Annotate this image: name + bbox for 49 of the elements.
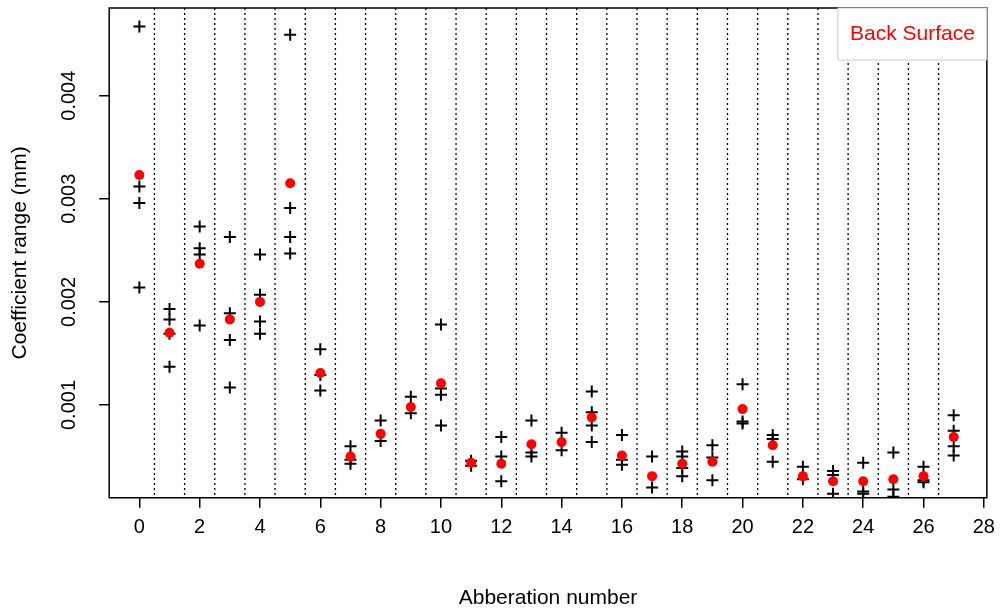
x-tick-label: 26 (912, 515, 935, 538)
point (677, 458, 688, 469)
point (858, 476, 869, 487)
point (647, 471, 658, 482)
point (616, 450, 627, 461)
point (134, 170, 145, 181)
point (707, 456, 718, 467)
x-tick-label: 16 (610, 515, 634, 538)
point (556, 437, 567, 448)
y-axis-title: Coefficient range (mm) (7, 146, 31, 360)
x-tick-label: 0 (133, 515, 145, 538)
x-tick-label: 12 (490, 515, 513, 538)
x-tick-label: 6 (314, 515, 326, 538)
point (948, 431, 959, 442)
x-tick-label: 10 (429, 515, 453, 538)
point (345, 451, 356, 462)
point (224, 314, 235, 325)
point (285, 178, 296, 189)
y-tick-label: 0.001 (56, 379, 79, 431)
x-tick-label: 18 (671, 515, 694, 538)
point (767, 440, 778, 451)
x-tick-label: 4 (254, 515, 266, 538)
point (405, 402, 416, 413)
x-tick-label: 20 (731, 515, 754, 538)
x-tick-label: 14 (550, 515, 573, 538)
x-tick-label: 2 (194, 515, 206, 538)
point (918, 471, 929, 482)
point (496, 458, 507, 469)
text: Back Surface (849, 20, 975, 44)
point (375, 428, 386, 439)
y-tick-label: 0.004 (56, 70, 79, 121)
point (797, 471, 808, 482)
point (466, 457, 477, 468)
point (435, 378, 446, 389)
y-tick-label: 0.003 (56, 173, 79, 224)
x-tick-label: 24 (852, 515, 875, 538)
point (888, 474, 899, 485)
x-tick-label: 28 (972, 515, 995, 538)
point (255, 296, 265, 307)
x-tick-label: 8 (375, 515, 387, 538)
point (586, 412, 597, 423)
x-tick-label: 22 (791, 515, 815, 538)
y-tick-label: 0.002 (56, 276, 79, 327)
point (315, 368, 326, 379)
point (737, 404, 748, 415)
point (194, 258, 205, 269)
x-axis-title: Abberation number (458, 585, 638, 609)
point (828, 476, 839, 487)
point (526, 439, 537, 450)
